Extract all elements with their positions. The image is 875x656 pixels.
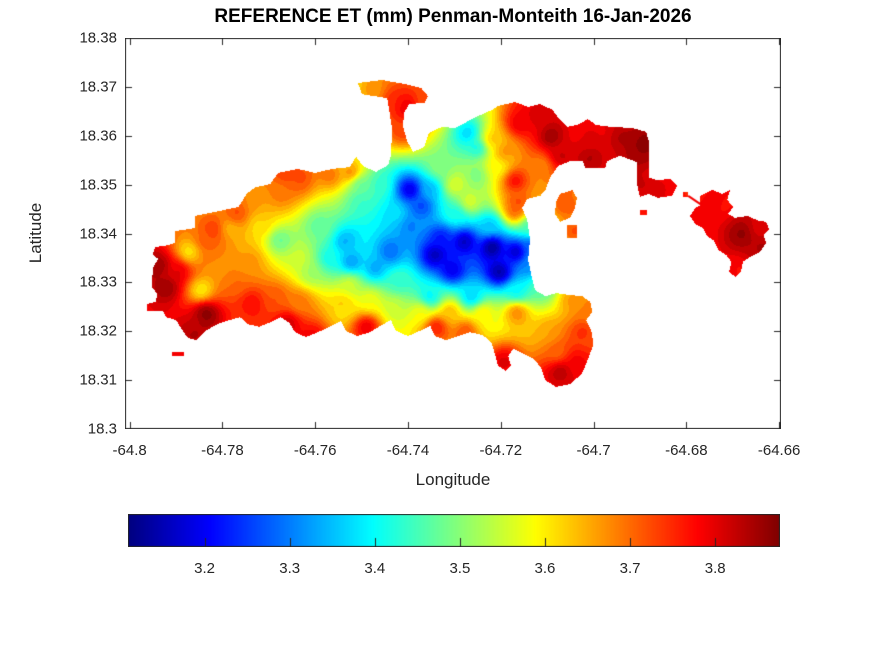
y-tick-label: 18.33 <box>79 273 117 291</box>
x-tick-label: -64.74 <box>386 442 430 459</box>
plot-title: REFERENCE ET (mm) Penman-Monteith 16-Jan… <box>214 6 692 27</box>
y-tick-label: 18.35 <box>79 176 117 194</box>
colorbar-tick-label: 3.4 <box>364 560 386 577</box>
x-tick-label: -64.66 <box>757 442 801 459</box>
y-tick-label: 18.32 <box>79 322 117 340</box>
contour-map-canvas <box>125 38 781 429</box>
colorbar-tick-label: 3.7 <box>619 560 641 577</box>
colorbar-tick-label: 3.5 <box>449 560 471 577</box>
colorbar-tick-label: 3.8 <box>704 560 726 577</box>
colorbar <box>128 514 780 547</box>
x-tick-label: -64.7 <box>576 442 611 459</box>
y-tick-label: 18.31 <box>79 371 117 389</box>
colorbar-tick-label: 3.6 <box>534 560 556 577</box>
x-axis-label: Longitude <box>415 470 491 489</box>
y-tick-label: 18.36 <box>79 127 117 145</box>
x-tick-label: -64.78 <box>201 442 244 459</box>
y-tick-label: 18.34 <box>79 225 117 242</box>
colorbar-tick-label: 3.2 <box>194 560 216 577</box>
y-tick-label: 18.3 <box>87 420 117 438</box>
y-tick-label: 18.37 <box>79 78 117 96</box>
x-tick-label: -64.72 <box>479 442 523 459</box>
x-tick-label: -64.68 <box>665 442 708 459</box>
colorbar-tick-label: 3.3 <box>279 560 301 577</box>
x-tick-label: -64.76 <box>293 442 337 459</box>
x-tick-label: -64.8 <box>112 442 147 459</box>
y-tick-label: 18.38 <box>79 29 117 47</box>
y-axis-label: Latitude <box>26 202 45 264</box>
